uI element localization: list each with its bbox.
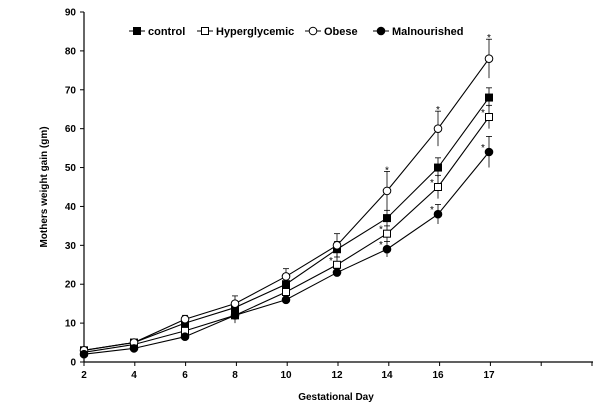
data-point <box>79 349 89 359</box>
data-point <box>333 260 341 269</box>
legend-marker <box>201 27 209 35</box>
data-point <box>433 124 443 133</box>
y-tick-label: 50 <box>65 163 77 174</box>
data-point <box>332 268 342 277</box>
y-axis-title: Mothers weight gain (gm) <box>39 126 50 247</box>
x-axis-ticks: 2 4 6 8 10 12 14 16 17 <box>81 362 593 381</box>
series-line <box>83 151 490 355</box>
legend-label: Hyperglycemic <box>216 26 294 38</box>
significance-star: * <box>329 256 333 267</box>
legend: control Hyperglycemic Obese Malnourished <box>129 26 464 38</box>
data-point <box>180 314 190 324</box>
legend-marker <box>308 26 318 36</box>
x-tick-label: 14 <box>381 370 393 381</box>
y-tick-label: 60 <box>65 124 77 135</box>
x-tick-label: 4 <box>131 370 137 381</box>
significance-star: * <box>487 33 491 44</box>
data-point <box>434 163 442 172</box>
x-tick-label: 17 <box>483 370 495 381</box>
data-point <box>281 272 291 281</box>
data-point <box>332 241 342 250</box>
legend-marker <box>133 27 141 35</box>
data-point <box>230 299 240 308</box>
data-point <box>485 93 493 102</box>
data-point <box>382 186 392 196</box>
y-tick-label: 80 <box>65 46 77 57</box>
x-tick-label: 12 <box>331 370 343 381</box>
series-hyperglycemic: * * * * <box>80 104 493 357</box>
legend-label: Malnourished <box>392 26 464 38</box>
x-tick-label: 10 <box>280 370 292 381</box>
significance-star: * <box>481 143 485 154</box>
data-point <box>282 288 290 296</box>
data-point <box>433 209 443 219</box>
y-tick-label: 10 <box>65 319 77 330</box>
series-control <box>80 87 493 355</box>
significance-star: * <box>436 105 440 116</box>
series-line <box>83 97 490 351</box>
data-point <box>434 183 442 191</box>
x-tick-label: 2 <box>81 370 87 381</box>
y-tick-label: 90 <box>65 8 77 19</box>
y-tick-label: 40 <box>65 202 77 213</box>
legend-label: control <box>148 26 185 38</box>
y-tick-label: 30 <box>65 241 77 252</box>
data-point <box>484 54 494 63</box>
series-line <box>83 116 490 353</box>
chart-axes <box>83 12 593 363</box>
significance-star: * <box>430 205 434 216</box>
significance-star: * <box>385 165 389 176</box>
y-tick-label: 20 <box>65 280 77 291</box>
legend-item: control <box>129 26 185 38</box>
y-axis-ticks: 0 10 20 30 40 50 60 70 80 90 <box>65 8 84 369</box>
x-tick-label: 16 <box>432 370 444 381</box>
y-tick-label: 0 <box>70 358 76 369</box>
data-point <box>382 244 392 254</box>
legend-item: Hyperglycemic <box>197 26 294 38</box>
significance-star: * <box>430 178 434 189</box>
legend-item: Obese <box>305 26 358 38</box>
significance-star: * <box>379 225 383 236</box>
legend-marker <box>376 26 386 36</box>
legend-item: Malnourished <box>373 26 464 38</box>
x-tick-label: 8 <box>232 370 238 381</box>
data-point <box>129 344 139 353</box>
data-point <box>230 311 240 320</box>
data-point <box>383 229 391 238</box>
data-point <box>281 295 291 305</box>
data-point <box>485 113 493 121</box>
series-malnourished: * * * <box>79 136 494 359</box>
series-line <box>83 58 490 351</box>
x-tick-label: 6 <box>182 370 188 381</box>
series-layer: * * * * * * * * * * <box>79 33 494 359</box>
data-point <box>484 147 494 157</box>
y-tick-label: 70 <box>65 85 77 96</box>
significance-star: * <box>379 240 383 251</box>
x-axis-title: Gestational Day <box>298 392 374 403</box>
legend-label: Obese <box>324 26 358 38</box>
data-point <box>180 332 190 342</box>
significance-star: * <box>481 108 485 119</box>
data-point <box>383 214 391 223</box>
